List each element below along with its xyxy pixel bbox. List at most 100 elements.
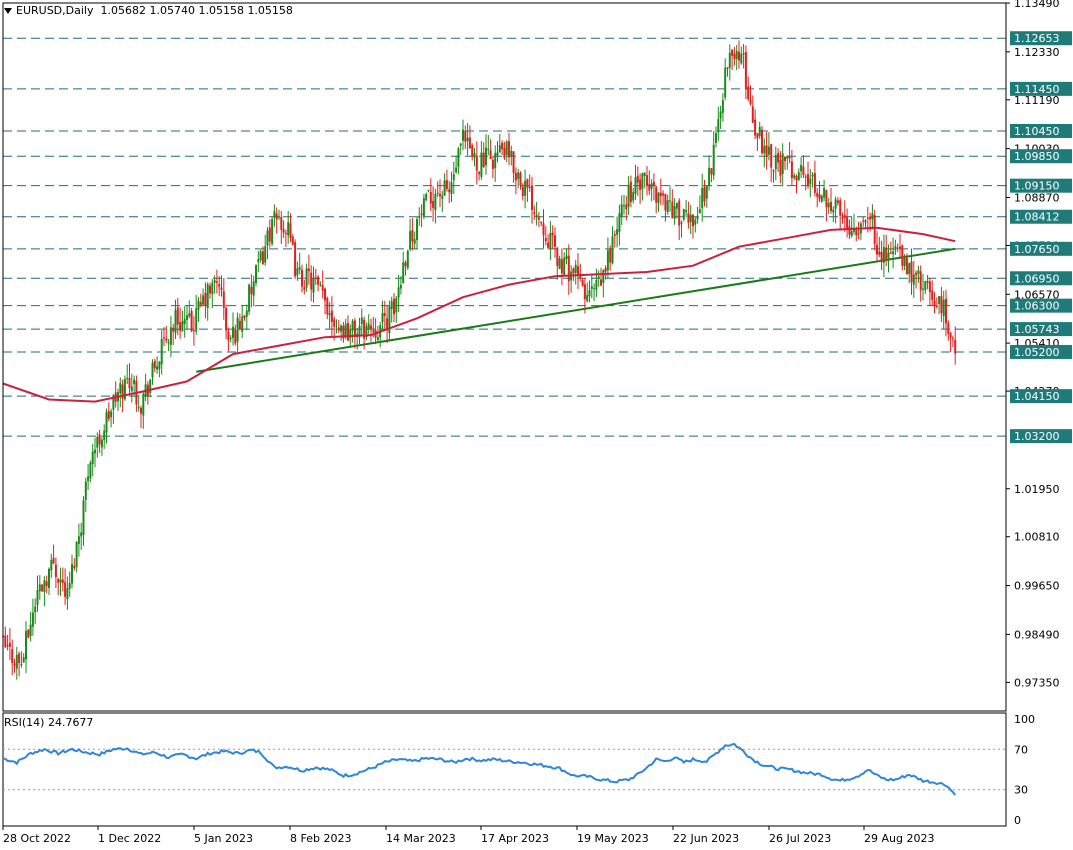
level-label: 1.04150 <box>1014 390 1060 403</box>
candle-body <box>13 663 16 666</box>
y-tick-label: 1.13490 <box>1014 0 1060 10</box>
candle-body <box>770 144 773 168</box>
x-tick-label: 1 Dec 2022 <box>98 832 161 845</box>
candle-body <box>804 176 807 178</box>
candle-body <box>487 148 490 150</box>
candle-body <box>606 250 609 271</box>
candle-body <box>616 229 619 235</box>
candle-body <box>282 228 285 233</box>
candle-body <box>678 200 681 226</box>
candle-body <box>38 584 41 592</box>
candle-body <box>468 137 471 149</box>
candle-body <box>204 292 207 305</box>
x-tick-label: 26 Jul 2023 <box>769 832 831 845</box>
candle-body <box>629 181 632 202</box>
candle-body <box>429 191 432 204</box>
candle-body <box>195 308 198 332</box>
candle-body <box>443 180 446 196</box>
level-label: 1.09850 <box>1014 150 1060 163</box>
candle-body <box>321 284 324 291</box>
candle-body <box>910 261 913 283</box>
candle-body <box>29 624 32 636</box>
level-label-bg <box>1010 389 1072 404</box>
candle-body <box>340 325 343 332</box>
candle-body <box>551 232 554 236</box>
candle-body <box>96 437 99 448</box>
candle-body <box>261 251 264 265</box>
candle-body <box>949 333 952 338</box>
candle-body <box>531 185 533 210</box>
candle-body <box>326 297 329 315</box>
candle-body <box>675 202 678 209</box>
candle-body <box>121 384 124 399</box>
candle-body <box>466 137 469 142</box>
candle-body <box>728 52 731 68</box>
candle-body <box>287 222 290 236</box>
trendline <box>196 247 956 373</box>
candle-body <box>802 166 805 175</box>
candle-body <box>31 612 34 627</box>
candle-body <box>590 286 593 289</box>
y-tick-label: 1.11190 <box>1014 94 1060 107</box>
candle-body <box>383 313 386 316</box>
candle-body <box>110 411 113 418</box>
candle-body <box>397 287 400 298</box>
candle-body <box>275 213 278 220</box>
candle-body <box>50 560 53 571</box>
candle-body <box>381 313 384 323</box>
candle-body <box>140 407 142 414</box>
y-tick-label: 0.98490 <box>1014 628 1060 641</box>
candle-body <box>731 49 734 56</box>
candle-body <box>600 279 602 286</box>
candle-body <box>151 362 154 378</box>
level-label: 1.08412 <box>1014 211 1060 224</box>
candle-body <box>873 215 876 245</box>
candle-body <box>241 316 244 332</box>
candle-body <box>733 53 736 59</box>
ohlc-values: 1.05682 1.05740 1.05158 1.05158 <box>100 4 293 17</box>
candle-body <box>190 310 193 332</box>
candle-body <box>436 192 439 194</box>
candle-body <box>887 252 890 259</box>
main-panel-frame <box>2 2 1007 712</box>
candle-body <box>738 51 740 61</box>
candle-body <box>344 323 347 336</box>
candle-body <box>807 174 809 186</box>
candle-body <box>211 282 214 295</box>
candle-body <box>153 361 156 369</box>
candle-body <box>696 215 699 220</box>
candle-body <box>850 231 853 237</box>
candle-body <box>869 216 872 220</box>
candle-body <box>724 67 727 98</box>
candle-body <box>213 280 216 283</box>
candle-body <box>510 150 513 157</box>
candle-body <box>498 145 501 153</box>
candle-body <box>386 318 389 331</box>
candle-body <box>464 130 467 142</box>
candle-body <box>747 86 750 100</box>
candle-body <box>892 251 895 255</box>
candle-body <box>666 200 669 213</box>
candle-body <box>294 242 297 277</box>
candle-body <box>6 645 9 647</box>
candle-body <box>933 300 936 307</box>
candle-body <box>627 184 630 207</box>
candle-body <box>494 153 497 169</box>
candle-body <box>894 246 897 251</box>
candle-body <box>439 193 441 197</box>
rsi-label: RSI(14) 24.7677 <box>4 716 94 729</box>
candle-body <box>158 361 161 369</box>
candle-body <box>648 184 651 191</box>
moving-average-line <box>2 226 956 403</box>
candle-body <box>501 142 504 150</box>
x-tick-label: 8 Feb 2023 <box>290 832 351 845</box>
candle-body <box>689 214 692 223</box>
candle-body <box>742 53 745 55</box>
dropdown-triangle-icon[interactable] <box>4 8 12 14</box>
level-label: 1.05743 <box>1014 323 1060 336</box>
candle-body <box>609 248 612 263</box>
candle-body <box>271 219 274 244</box>
candle-body <box>245 310 248 317</box>
candle-body <box>832 209 835 213</box>
